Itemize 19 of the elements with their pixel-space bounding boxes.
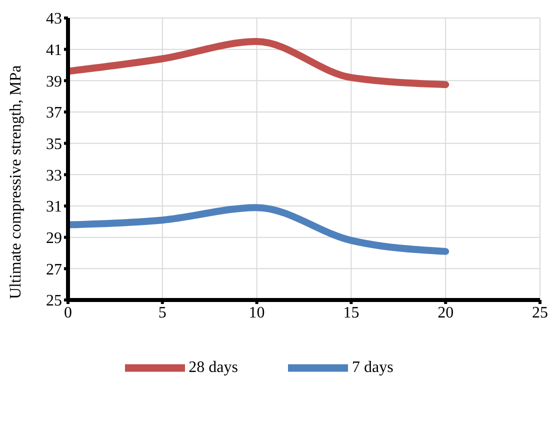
y-tick-label: 27 — [46, 261, 62, 278]
x-tick-label: 5 — [158, 304, 166, 322]
x-tick-label: 25 — [532, 304, 548, 322]
y-tick-label: 33 — [46, 167, 62, 184]
legend-label: 28 days — [188, 358, 238, 376]
y-axis-title: Ultimate compressive strength, MPa — [8, 65, 25, 299]
x-tick-label: 20 — [438, 304, 454, 322]
y-tick-label: 41 — [46, 42, 62, 60]
y-tick-label: 25 — [46, 292, 62, 310]
y-tick-label: 35 — [46, 136, 62, 154]
x-tick-label: 15 — [343, 304, 360, 322]
x-tick-label: 10 — [248, 304, 265, 322]
y-tick-label: 37 — [46, 104, 62, 122]
y-tick-label: 43 — [46, 10, 62, 28]
y-tick-label: 39 — [46, 73, 62, 90]
y-tick-label: 31 — [46, 198, 62, 216]
legend-label: 7 days — [352, 358, 394, 376]
y-tick-label: 29 — [46, 230, 62, 248]
x-tick-label: 0 — [64, 304, 72, 322]
